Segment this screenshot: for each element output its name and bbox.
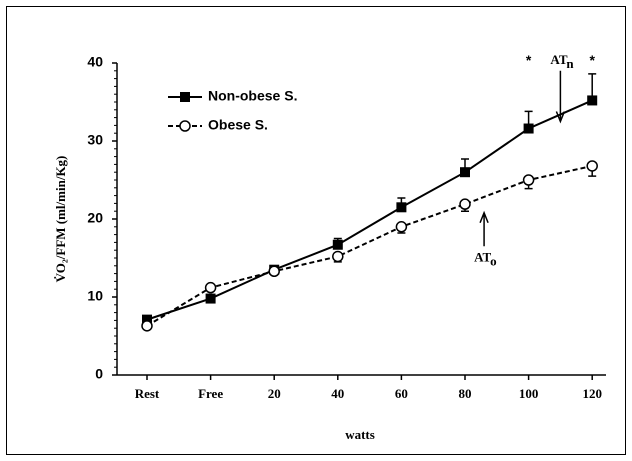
annotation-arrow <box>479 210 489 247</box>
series-line <box>146 164 593 327</box>
x-axis-label: watts <box>345 427 375 442</box>
series-line <box>146 99 593 321</box>
marker <box>395 221 408 233</box>
marker <box>522 174 535 186</box>
x-tick-label: 80 <box>459 386 472 401</box>
marker <box>460 167 470 178</box>
x-tick-label: 20 <box>268 386 281 401</box>
annotation-label: AT <box>550 52 567 67</box>
legend-label: Non-obese S. <box>208 88 297 104</box>
y-tick-label: 0 <box>95 366 103 382</box>
marker <box>332 250 344 263</box>
y-tick-label: 30 <box>87 132 103 148</box>
marker <box>332 239 343 250</box>
marker <box>205 293 216 304</box>
x-tick-label: 120 <box>582 386 602 401</box>
x-tick-label: 40 <box>331 386 344 401</box>
y-tick-label: 40 <box>87 54 103 70</box>
marker <box>459 198 471 210</box>
y-axis-label: V̇O₂/FFM (ml/min/Kg) <box>53 156 68 283</box>
marker <box>268 265 280 278</box>
y-tick-label: 20 <box>87 210 103 226</box>
x-tick-label: Rest <box>135 386 160 401</box>
significance-star: * <box>589 52 595 68</box>
marker <box>142 314 152 325</box>
annotation-label: AT <box>474 249 491 264</box>
annotation-arrow <box>555 70 566 124</box>
annotation-sub: o <box>490 253 497 268</box>
legend-marker <box>180 92 190 102</box>
x-tick-label: 100 <box>519 386 539 401</box>
marker <box>523 123 534 134</box>
y-tick-label: 10 <box>87 288 103 304</box>
annotation-sub: n <box>566 56 574 71</box>
marker <box>396 202 407 213</box>
significance-star: * <box>526 52 532 68</box>
marker <box>141 320 153 332</box>
x-tick-label: Free <box>198 386 223 401</box>
legend-marker <box>179 120 191 132</box>
x-tick-label: 60 <box>395 386 408 401</box>
frame <box>6 6 626 455</box>
marker <box>587 95 598 106</box>
marker <box>586 160 598 172</box>
legend-label: Obese S. <box>208 117 268 133</box>
marker <box>204 281 217 294</box>
